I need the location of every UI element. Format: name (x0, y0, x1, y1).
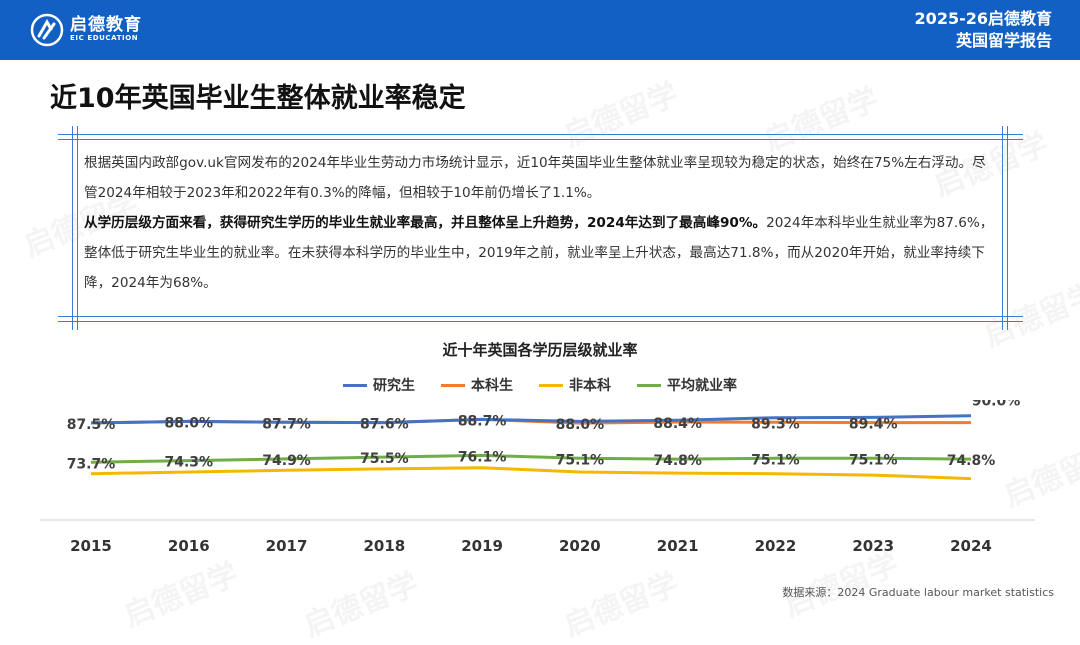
x-tick-label: 2016 (168, 537, 210, 555)
logo-english-name: EIC EDUCATION (70, 34, 139, 43)
summary-paragraph-2: 从学历层级方面来看，获得研究生学历的毕业生就业率最高，并且整体呈上升趋势，202… (84, 208, 996, 298)
legend-label-postgraduate: 研究生 (373, 378, 415, 394)
data-label-average: 74.9% (262, 453, 311, 469)
summary-highlight: 从学历层级方面来看，获得研究生学历的毕业生就业率最高，并且整体呈上升趋势，202… (84, 215, 767, 231)
legend-item-average: 平均就业率 (637, 375, 737, 395)
legend-swatch-non-graduate (539, 383, 563, 387)
report-title: 2025-26启德教育 英国留学报告 (915, 8, 1052, 52)
logo-chinese-name: 启德教育 (70, 15, 142, 36)
brand-logo: 启德教育 EIC EDUCATION (30, 10, 142, 50)
data-label-undergraduate: 89.3% (751, 416, 800, 432)
data-label-average: 75.5% (360, 451, 409, 467)
summary-text: 根据英国内政部gov.uk官网发布的2024年毕业生劳动力市场统计显示，近10年… (84, 148, 996, 298)
legend-item-postgraduate: 研究生 (343, 375, 415, 395)
report-title-line1: 2025-26启德教育 (914, 9, 1052, 28)
data-label-undergraduate: 87.7% (262, 416, 311, 432)
data-label-undergraduate: 89.4% (849, 417, 898, 433)
x-tick-label: 2019 (461, 537, 503, 555)
summary-paragraph-1: 根据英国内政部gov.uk官网发布的2024年毕业生劳动力市场统计显示，近10年… (84, 155, 986, 201)
x-tick-label: 2017 (266, 537, 308, 555)
line-chart: 2015 2016 2017 2018 2019 2020 2021 2022 2023 2024… (40, 400, 1035, 555)
chart-title: 近十年英国各学历层级就业率 (442, 341, 638, 359)
x-tick-label: 2018 (363, 537, 405, 555)
series-line-non-graduate (90, 466, 972, 481)
legend-swatch-postgraduate (343, 383, 367, 387)
data-label-average: 76.1% (458, 449, 507, 465)
eic-logo-icon (30, 13, 64, 47)
data-label-undergraduate: 87.6% (360, 417, 409, 433)
x-tick-label: 2024 (950, 537, 992, 555)
data-label-average: 74.8% (653, 453, 702, 469)
data-label-average: 74.3% (164, 455, 213, 471)
data-label-average: 73.7% (67, 456, 116, 472)
legend-item-non-graduate: 非本科 (539, 375, 611, 395)
legend-item-undergraduate: 本科生 (441, 375, 513, 395)
legend-label-average: 平均就业率 (667, 378, 737, 394)
summary-paragraph-2-rest: 2024年本科毕业生就业率为87.6%，整体低于研究生毕业生的就业率。在未获得本… (84, 215, 994, 291)
data-source-note: 数据来源：2024 Graduate labour market statist… (782, 586, 1054, 599)
x-tick-label: 2021 (657, 537, 699, 555)
data-label-undergraduate: 87.5% (67, 417, 116, 433)
data-label-undergraduate: 88.0% (164, 415, 213, 431)
data-label-average: 75.1% (751, 452, 800, 468)
legend-label-non-graduate: 非本科 (569, 378, 611, 394)
summary-frame (58, 126, 1023, 330)
data-label-average: 75.1% (556, 452, 605, 468)
data-label-undergraduate: 88.7% (458, 413, 507, 429)
x-tick-label: 2023 (852, 537, 894, 555)
data-label-average: 74.8% (947, 453, 996, 469)
series-line-postgraduate (90, 414, 972, 425)
x-tick-label: 2022 (755, 537, 797, 555)
x-tick-label: 2015 (70, 537, 112, 555)
data-label-undergraduate: 88.0% (556, 417, 605, 433)
page-title: 近10年英国毕业生整体就业率稳定 (50, 83, 466, 114)
chart-legend: 研究生 本科生 非本科 平均就业率 (0, 375, 1080, 395)
legend-swatch-undergraduate (441, 383, 465, 387)
legend-swatch-average (637, 383, 661, 387)
header-bar: 启德教育 EIC EDUCATION 2025-26启德教育 英国留学报告 (0, 0, 1080, 60)
series-line-average (90, 453, 972, 464)
data-label-average: 75.1% (849, 452, 898, 468)
legend-label-undergraduate: 本科生 (471, 378, 513, 394)
report-title-line2: 英国留学报告 (955, 31, 1052, 50)
data-label-undergraduate: 88.4% (653, 416, 702, 432)
data-label-postgraduate: 90.0% (972, 400, 1021, 410)
x-tick-label: 2020 (559, 537, 601, 555)
